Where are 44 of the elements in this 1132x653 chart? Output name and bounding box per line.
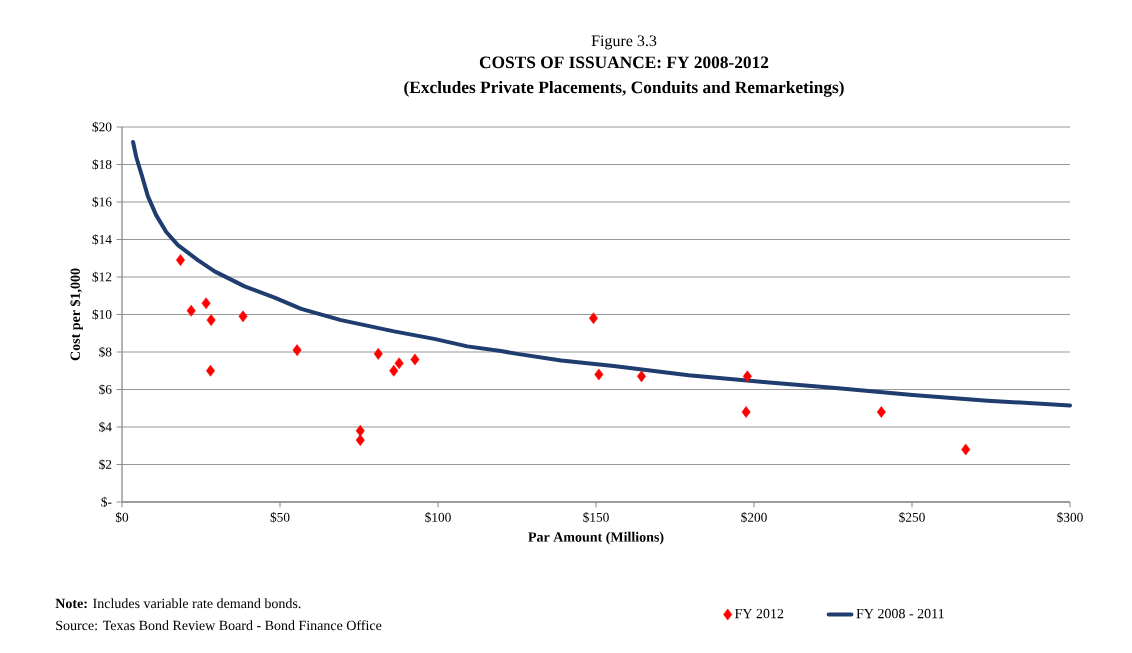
point bbox=[389, 364, 399, 377]
caption: Figure 3.3 bbox=[591, 35, 657, 50]
y-tick-label: $- bbox=[101, 496, 112, 508]
point bbox=[742, 370, 752, 383]
point bbox=[373, 347, 383, 360]
text: Note: Includes variable rate demand bonds. bbox=[55, 598, 301, 609]
x-tick-label: $50 bbox=[270, 512, 290, 523]
point bbox=[355, 434, 365, 446]
y-tick-label: $18 bbox=[92, 159, 112, 170]
x-tick-label: $0 bbox=[115, 512, 129, 523]
y-tick-label: $10 bbox=[92, 309, 112, 320]
point bbox=[594, 368, 604, 381]
y-tick-label: $6 bbox=[99, 384, 112, 395]
y-tick-label: $2 bbox=[99, 459, 112, 470]
y-tick-label: $12 bbox=[92, 271, 112, 283]
point bbox=[201, 297, 211, 310]
y-tick-label: $20 bbox=[92, 121, 112, 133]
legend-label: FY 2012 bbox=[734, 608, 784, 619]
x-tick-label: $300 bbox=[1057, 512, 1083, 523]
chart-subtitle: (Excludes Private Placements, Conduits and Remarketings) bbox=[404, 80, 844, 97]
point bbox=[186, 304, 196, 317]
x-tick-label: $150 bbox=[583, 512, 609, 523]
point bbox=[741, 406, 751, 418]
point bbox=[961, 443, 971, 456]
y-tick-label: $16 bbox=[92, 196, 112, 208]
y-axis-title: Cost per $1,000 bbox=[69, 268, 83, 361]
point bbox=[238, 310, 248, 323]
y-tick-label: $4 bbox=[99, 421, 112, 433]
legend-label: FY 2008 - 2011 bbox=[856, 608, 944, 619]
x-tick-label: $100 bbox=[425, 512, 451, 523]
point bbox=[292, 344, 302, 356]
point bbox=[876, 406, 886, 418]
y-tick-label: $14 bbox=[92, 234, 112, 245]
point bbox=[394, 357, 404, 370]
point bbox=[355, 424, 365, 437]
x-axis-title: Par Amount (Millions) bbox=[528, 531, 664, 545]
y-tick-label: $8 bbox=[99, 346, 112, 358]
point bbox=[176, 254, 185, 266]
chart-title: COSTS OF ISSUANCE: FY 2008-2012 bbox=[479, 56, 769, 69]
point bbox=[206, 314, 216, 326]
x-tick-label: $200 bbox=[741, 512, 767, 523]
point bbox=[410, 353, 420, 366]
source-note: Source: Texas Bond Review Board - Bond Finance Office bbox=[56, 620, 382, 631]
x-tick-label: $250 bbox=[899, 512, 925, 523]
